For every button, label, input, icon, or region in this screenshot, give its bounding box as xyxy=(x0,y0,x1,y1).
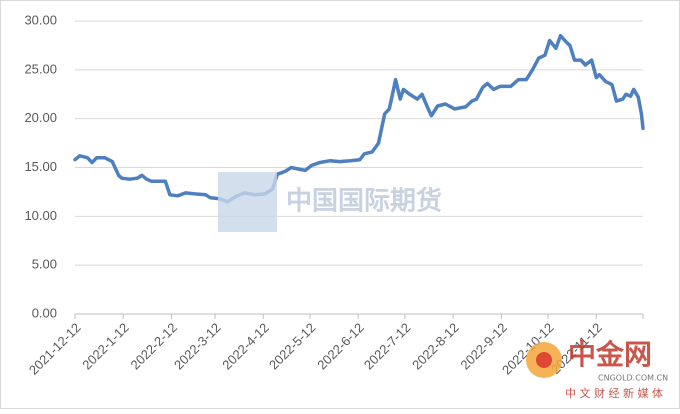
y-tick-label: 10.00 xyxy=(24,208,57,223)
watermark-logo xyxy=(218,172,277,232)
data-line xyxy=(73,33,645,204)
y-tick-label: 15.00 xyxy=(24,159,57,174)
y-tick-label: 5.00 xyxy=(32,257,57,272)
y-tick-label: 0.00 xyxy=(32,305,57,320)
y-tick-label: 30.00 xyxy=(24,12,57,27)
watermark-logo xyxy=(536,352,552,368)
y-tick-label: 25.00 xyxy=(24,61,57,76)
watermark: 中国国际期货 xyxy=(286,186,442,217)
watermark: 中金网 xyxy=(568,338,652,371)
watermark: 中 文 财 经 新 媒 体 xyxy=(565,386,663,400)
watermark: CNGOLD.COM.CN xyxy=(598,374,668,383)
y-tick-label: 20.00 xyxy=(24,110,57,125)
